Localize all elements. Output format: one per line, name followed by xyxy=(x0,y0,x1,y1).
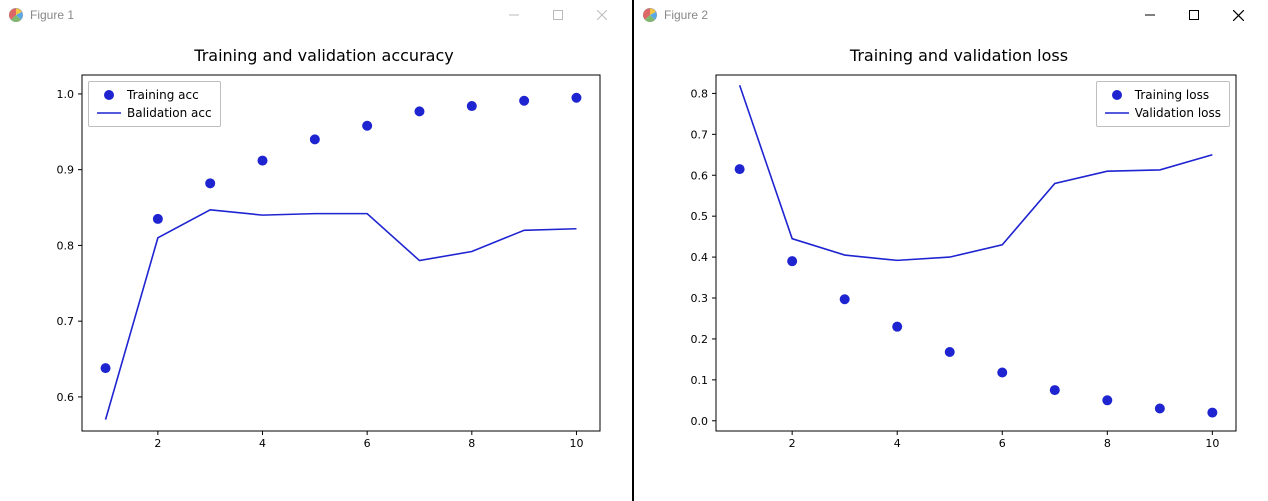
legend-label: Validation loss xyxy=(1135,106,1221,120)
legend: Training loss Validation loss xyxy=(1096,81,1230,127)
svg-text:0.6: 0.6 xyxy=(57,391,75,404)
svg-text:0.8: 0.8 xyxy=(57,239,75,252)
figure-body: Training and validation loss 2 4 6 8 10 0.0 0.… xyxy=(634,30,1268,501)
plot-area-2: 2 4 6 8 10 0.0 0.1 0.2 0.3 0.4 0.5 0.6 0.7 0.8 Traini… xyxy=(672,69,1246,459)
svg-text:4: 4 xyxy=(894,437,901,450)
window-controls xyxy=(1128,1,1260,29)
figure-window-2: Figure 2 Training and validation loss 2 4… xyxy=(634,0,1268,501)
window-controls xyxy=(492,1,624,29)
legend-entry-line: Balidation acc xyxy=(97,104,212,122)
svg-text:8: 8 xyxy=(468,437,475,450)
legend-label: Training loss xyxy=(1135,88,1209,102)
svg-text:8: 8 xyxy=(1104,437,1111,450)
svg-text:0.7: 0.7 xyxy=(691,128,709,141)
svg-text:2: 2 xyxy=(789,437,796,450)
chart-svg: 2 4 6 8 10 0.6 0.7 0.8 0.9 1.0 xyxy=(38,69,610,459)
figure-body: Training and validation accuracy 2 4 6 8 10 0… xyxy=(0,30,632,501)
svg-text:0.8: 0.8 xyxy=(691,87,709,100)
legend-entry-scatter: Training loss xyxy=(1105,86,1221,104)
plot-area-1: 2 4 6 8 10 0.6 0.7 0.8 0.9 1.0 Training acc Balida… xyxy=(38,69,610,459)
legend-entry-line: Validation loss xyxy=(1105,104,1221,122)
svg-text:0.3: 0.3 xyxy=(691,292,709,305)
window-title: Figure 1 xyxy=(30,8,492,22)
titlebar: Figure 2 xyxy=(634,0,1268,30)
svg-text:0.7: 0.7 xyxy=(57,315,75,328)
maximize-button[interactable] xyxy=(536,1,580,29)
matplotlib-icon xyxy=(8,7,24,23)
matplotlib-icon xyxy=(642,7,658,23)
svg-text:0.6: 0.6 xyxy=(691,169,709,182)
titlebar: Figure 1 xyxy=(0,0,632,30)
svg-text:4: 4 xyxy=(259,437,266,450)
svg-text:0.4: 0.4 xyxy=(691,251,709,264)
legend-entry-scatter: Training acc xyxy=(97,86,212,104)
chart-title: Training and validation loss xyxy=(672,46,1246,65)
chart-title: Training and validation accuracy xyxy=(38,46,610,65)
svg-text:0.0: 0.0 xyxy=(691,415,709,428)
svg-text:6: 6 xyxy=(364,437,371,450)
legend-label: Training acc xyxy=(127,88,199,102)
svg-text:0.2: 0.2 xyxy=(691,333,709,346)
minimize-button[interactable] xyxy=(492,1,536,29)
minimize-button[interactable] xyxy=(1128,1,1172,29)
close-button[interactable] xyxy=(1216,1,1260,29)
legend-label: Balidation acc xyxy=(127,106,212,120)
svg-text:0.5: 0.5 xyxy=(691,210,709,223)
legend: Training acc Balidation acc xyxy=(88,81,221,127)
svg-text:1.0: 1.0 xyxy=(57,88,75,101)
svg-text:10: 10 xyxy=(569,437,583,450)
chart-svg: 2 4 6 8 10 0.0 0.1 0.2 0.3 0.4 0.5 0.6 0.7 0.8 xyxy=(672,69,1246,459)
svg-text:0.1: 0.1 xyxy=(691,374,709,387)
figure-window-1: Figure 1 Training and validation accurac… xyxy=(0,0,634,501)
svg-text:0.9: 0.9 xyxy=(57,164,75,177)
svg-text:6: 6 xyxy=(999,437,1006,450)
svg-text:2: 2 xyxy=(154,437,161,450)
svg-text:10: 10 xyxy=(1205,437,1219,450)
maximize-button[interactable] xyxy=(1172,1,1216,29)
window-title: Figure 2 xyxy=(664,8,1128,22)
close-button[interactable] xyxy=(580,1,624,29)
